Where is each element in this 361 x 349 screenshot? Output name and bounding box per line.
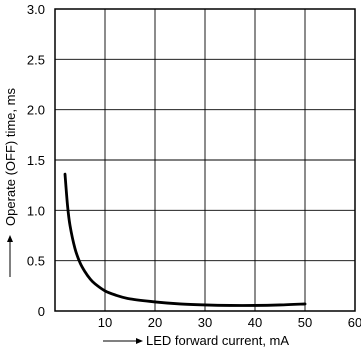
y-tick-label: 0.5 — [27, 254, 45, 269]
grid — [55, 9, 355, 311]
y-tick-label: 0 — [38, 304, 45, 319]
y-tick-label: 1.0 — [27, 203, 45, 218]
x-axis-arrow-head — [136, 338, 143, 344]
x-tick-label: 10 — [98, 315, 112, 330]
series-line — [63, 172, 307, 307]
x-tick-label: 60 — [348, 315, 361, 330]
x-tick-label: 30 — [198, 315, 212, 330]
tick-labels: 10 20 30 40 50 60 0 0.5 1.0 1.5 2.0 2.5 3.0 — [27, 2, 361, 330]
series-group — [63, 172, 307, 307]
x-tick-label: 20 — [148, 315, 162, 330]
y-axis-arrow-head — [7, 235, 13, 242]
x-tick-label: 40 — [248, 315, 262, 330]
x-axis-title: LED forward current, mA — [103, 333, 289, 348]
y-tick-label: 1.5 — [27, 153, 45, 168]
y-axis-title: Operate (OFF) time, ms — [3, 88, 18, 277]
y-tick-label: 2.0 — [27, 103, 45, 118]
y-tick-label: 3.0 — [27, 2, 45, 17]
y-tick-label: 2.5 — [27, 52, 45, 67]
y-axis-label: Operate (OFF) time, ms — [3, 88, 18, 226]
plot-frame — [54, 8, 356, 312]
x-tick-label: 50 — [298, 315, 312, 330]
x-axis-label: LED forward current, mA — [146, 333, 289, 348]
